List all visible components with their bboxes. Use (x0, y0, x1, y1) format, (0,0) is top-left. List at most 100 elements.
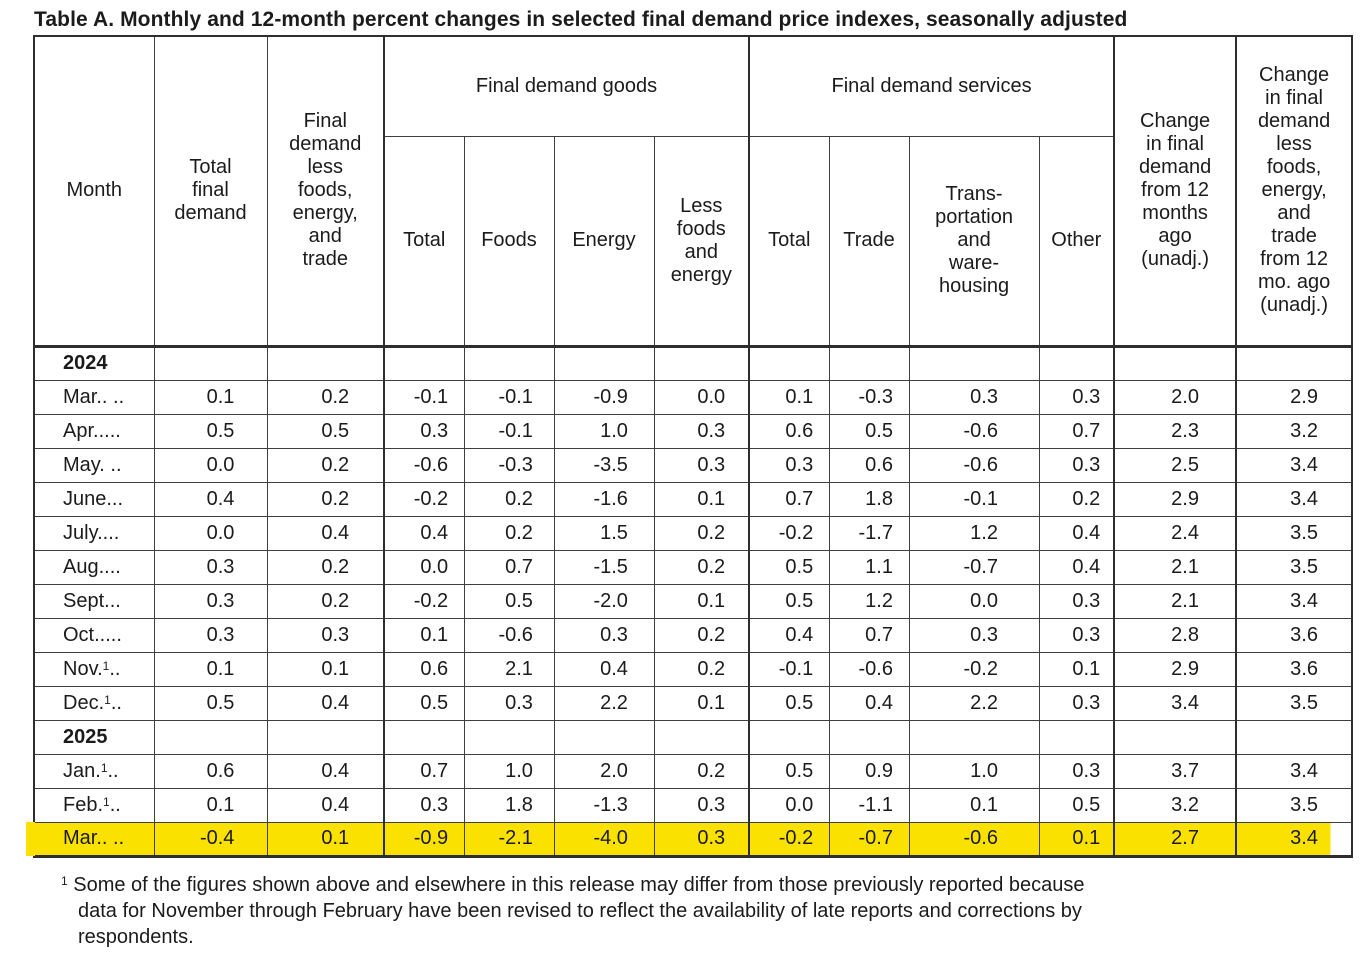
value-cell: 0.3 (153, 549, 268, 585)
value-cell: -0.1 (383, 379, 465, 415)
data-row: Feb.1.. 0.1 0.4 0.3 1.8 -1.3 0.3 0.0 -1.1 0.1 0.5 3… (33, 787, 1353, 823)
value-cell: 3.4 (1235, 481, 1353, 517)
value-cell: -1.6 (553, 481, 655, 517)
value-cell: 1.8 (463, 787, 555, 823)
table-header: Month Total final demand Final demand le… (33, 35, 1353, 347)
value-cell: 0.3 (1038, 685, 1115, 721)
value-cell: 1.2 (828, 583, 910, 619)
col-header-month: Month (33, 35, 155, 347)
value-cell: -1.7 (828, 515, 910, 551)
value-cell (908, 345, 1040, 381)
value-cell: -0.4 (153, 821, 268, 857)
value-cell: 0.5 (828, 413, 910, 449)
value-cell (1038, 719, 1115, 755)
col-header-fd-less-foods-energy-trade: Final demand less foods, energy, and tra… (266, 35, 385, 347)
value-cell: 2.7 (1113, 821, 1237, 857)
value-cell (1113, 345, 1237, 381)
value-cell: 0.3 (653, 821, 750, 857)
value-cell: 1.5 (553, 515, 655, 551)
col-header-services-transportation: Trans- portation and ware- housing (908, 135, 1040, 347)
value-cell: 1.0 (908, 753, 1040, 789)
value-cell: 3.4 (1235, 753, 1353, 789)
month-label: Feb.1.. (33, 787, 155, 823)
value-cell: 0.2 (266, 481, 385, 517)
value-cell: 0.4 (266, 787, 385, 823)
group-header-final-demand-services: Final demand services (748, 35, 1115, 137)
value-cell: 3.5 (1235, 685, 1353, 721)
month-label: Oct..... (33, 617, 155, 653)
value-cell: -0.6 (908, 447, 1040, 483)
year-row: 2025 (33, 719, 1353, 755)
value-cell: 3.2 (1113, 787, 1237, 823)
value-cell: 2.4 (1113, 515, 1237, 551)
value-cell: -1.5 (553, 549, 655, 585)
value-cell: -4.0 (553, 821, 655, 857)
value-cell: -0.2 (748, 515, 830, 551)
value-cell: 0.1 (266, 651, 385, 687)
month-label: Apr..... (33, 413, 155, 449)
table-body: 2024 Mar.. .. 0.1 0.2 -0.1 -0.1 -0.9 0.0 0.1 -0.3… (26, 345, 1353, 857)
value-cell: 0.1 (153, 651, 268, 687)
value-cell: 3.5 (1235, 515, 1353, 551)
value-cell: 0.1 (153, 787, 268, 823)
value-cell (1235, 345, 1353, 381)
value-cell (553, 719, 655, 755)
value-cell: 3.7 (1113, 753, 1237, 789)
value-cell: 0.0 (653, 379, 750, 415)
value-cell: 0.1 (653, 583, 750, 619)
value-cell: -0.7 (828, 821, 910, 857)
value-cell: 0.3 (653, 413, 750, 449)
value-cell: -0.1 (463, 413, 555, 449)
footnote-text: Some of the figures shown above and else… (73, 873, 1085, 896)
value-cell (153, 345, 268, 381)
value-cell: -0.1 (748, 651, 830, 687)
value-cell (463, 345, 555, 381)
month-label: Jan.1.. (33, 753, 155, 789)
value-cell: 0.7 (463, 549, 555, 585)
value-cell: -0.6 (908, 413, 1040, 449)
value-cell: 0.2 (653, 515, 750, 551)
value-cell: 1.8 (828, 481, 910, 517)
value-cell: 0.4 (1038, 515, 1115, 551)
value-cell: -0.3 (463, 447, 555, 483)
value-cell: -0.1 (463, 379, 555, 415)
data-row: Oct..... 0.3 0.3 0.1 -0.6 0.3 0.2 0.4 0.7 0.3 0.3 2… (33, 617, 1353, 653)
data-row: July.... 0.0 0.4 0.4 0.2 1.5 0.2 -0.2 -1.7 1.2 0.4… (33, 515, 1353, 551)
col-header-change-12-months-less: Change in final demand less foods, energ… (1235, 35, 1353, 347)
value-cell: 0.2 (463, 481, 555, 517)
value-cell: -0.9 (383, 821, 465, 857)
value-cell: 0.3 (383, 413, 465, 449)
data-row: Dec.1.. 0.5 0.4 0.5 0.3 2.2 0.1 0.5 0.4 2.2 0.3 3.4… (33, 685, 1353, 721)
value-cell: -0.3 (828, 379, 910, 415)
value-cell: 0.5 (748, 583, 830, 619)
value-cell: 0.1 (748, 379, 830, 415)
value-cell: 0.2 (266, 379, 385, 415)
col-header-services-other: Other (1038, 135, 1115, 347)
value-cell: 0.5 (748, 753, 830, 789)
footnote: 1 Some of the figures shown above and el… (61, 868, 1371, 950)
value-cell: 3.6 (1235, 617, 1353, 653)
value-cell (828, 719, 910, 755)
value-cell: 0.0 (748, 787, 830, 823)
value-cell: 0.3 (553, 617, 655, 653)
value-cell: 1.0 (463, 753, 555, 789)
col-header-goods-foods: Foods (463, 135, 555, 347)
col-header-services-total: Total (748, 135, 830, 347)
value-cell: -0.6 (463, 617, 555, 653)
value-cell: 0.1 (153, 379, 268, 415)
value-cell: 3.4 (1235, 821, 1353, 857)
value-cell: 0.3 (653, 787, 750, 823)
value-cell: 0.7 (828, 617, 910, 653)
value-cell: 0.3 (153, 617, 268, 653)
value-cell: 0.3 (1038, 379, 1115, 415)
value-cell: 0.3 (1038, 583, 1115, 619)
footnote-line: 1 Some of the figures shown above and el… (61, 868, 1371, 898)
value-cell: 0.3 (153, 583, 268, 619)
value-cell (828, 345, 910, 381)
value-cell: 0.0 (383, 549, 465, 585)
value-cell: 0.4 (153, 481, 268, 517)
value-cell: 0.6 (828, 447, 910, 483)
value-cell (463, 719, 555, 755)
value-cell: 1.0 (553, 413, 655, 449)
